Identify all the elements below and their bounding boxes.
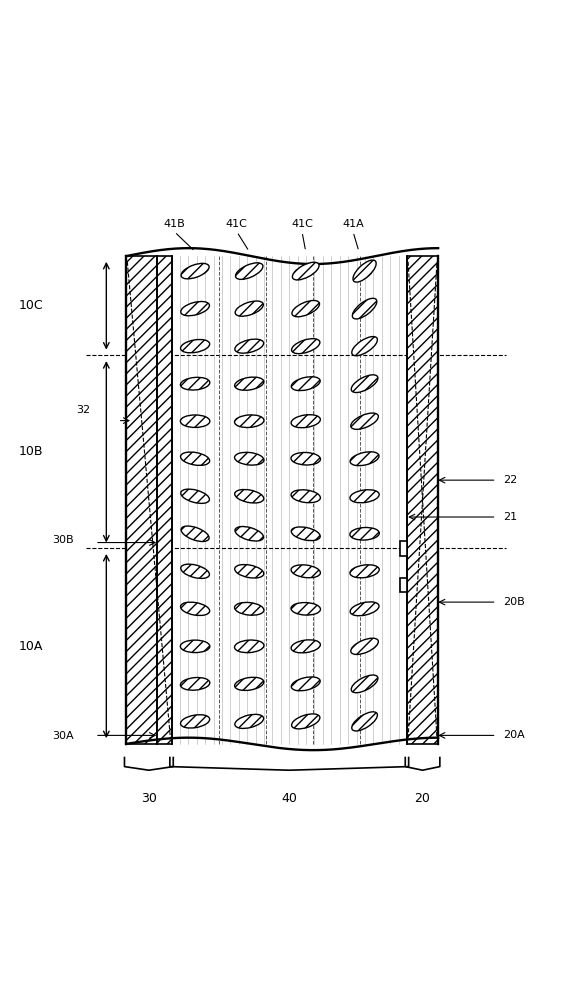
Ellipse shape	[352, 712, 377, 731]
Bar	[400, 541, 407, 556]
Ellipse shape	[292, 339, 320, 354]
Text: 40: 40	[282, 792, 297, 805]
Ellipse shape	[291, 603, 320, 615]
Ellipse shape	[351, 375, 378, 393]
Bar	[407, 256, 438, 744]
Ellipse shape	[291, 640, 320, 653]
Ellipse shape	[291, 677, 320, 691]
Ellipse shape	[181, 263, 209, 279]
Ellipse shape	[291, 527, 320, 541]
Ellipse shape	[235, 565, 264, 578]
Ellipse shape	[351, 638, 378, 654]
Ellipse shape	[292, 262, 319, 280]
Ellipse shape	[291, 565, 320, 578]
Ellipse shape	[235, 602, 264, 615]
Ellipse shape	[235, 339, 264, 353]
Text: 20B: 20B	[503, 597, 525, 607]
Bar	[172, 256, 407, 744]
Ellipse shape	[350, 527, 379, 540]
Ellipse shape	[235, 714, 264, 728]
Ellipse shape	[235, 490, 264, 503]
Text: 10B: 10B	[18, 445, 43, 458]
Ellipse shape	[180, 415, 210, 427]
Text: 30: 30	[141, 792, 157, 805]
Ellipse shape	[350, 452, 379, 466]
Ellipse shape	[235, 452, 264, 465]
Ellipse shape	[235, 301, 263, 316]
Ellipse shape	[291, 490, 320, 503]
Ellipse shape	[180, 678, 210, 690]
Ellipse shape	[291, 415, 320, 428]
Ellipse shape	[351, 413, 378, 429]
Ellipse shape	[234, 640, 264, 653]
Text: 41C: 41C	[291, 219, 313, 229]
Text: 10C: 10C	[18, 299, 43, 312]
Ellipse shape	[181, 564, 209, 578]
Text: 22: 22	[503, 475, 518, 485]
Ellipse shape	[180, 640, 210, 653]
Ellipse shape	[292, 714, 320, 729]
Text: 21: 21	[503, 512, 518, 522]
Text: 10A: 10A	[18, 640, 43, 653]
Text: 32: 32	[76, 405, 91, 415]
Text: 41C: 41C	[226, 219, 248, 229]
Ellipse shape	[181, 715, 210, 728]
Ellipse shape	[292, 300, 320, 317]
Ellipse shape	[181, 526, 209, 542]
Ellipse shape	[291, 377, 320, 391]
Ellipse shape	[350, 602, 379, 616]
Ellipse shape	[291, 452, 320, 465]
Ellipse shape	[181, 489, 209, 503]
Ellipse shape	[350, 565, 379, 578]
Ellipse shape	[234, 415, 264, 428]
Ellipse shape	[235, 677, 264, 690]
Text: 20: 20	[414, 792, 430, 805]
Ellipse shape	[352, 337, 377, 356]
Ellipse shape	[181, 602, 210, 615]
Ellipse shape	[181, 452, 210, 465]
Ellipse shape	[351, 675, 378, 693]
Ellipse shape	[350, 490, 379, 503]
Text: 41A: 41A	[342, 219, 364, 229]
Ellipse shape	[235, 263, 263, 279]
Ellipse shape	[181, 339, 210, 353]
Bar	[126, 256, 157, 744]
Ellipse shape	[235, 527, 263, 541]
Text: 30B: 30B	[52, 535, 74, 545]
Ellipse shape	[352, 298, 377, 319]
Ellipse shape	[180, 377, 210, 390]
Text: 20A: 20A	[503, 730, 525, 740]
Bar	[157, 256, 172, 744]
Ellipse shape	[181, 301, 209, 316]
Text: 30A: 30A	[52, 731, 74, 741]
Ellipse shape	[235, 377, 264, 390]
Bar	[400, 578, 407, 592]
Text: 41B: 41B	[164, 219, 185, 229]
Ellipse shape	[353, 260, 376, 282]
